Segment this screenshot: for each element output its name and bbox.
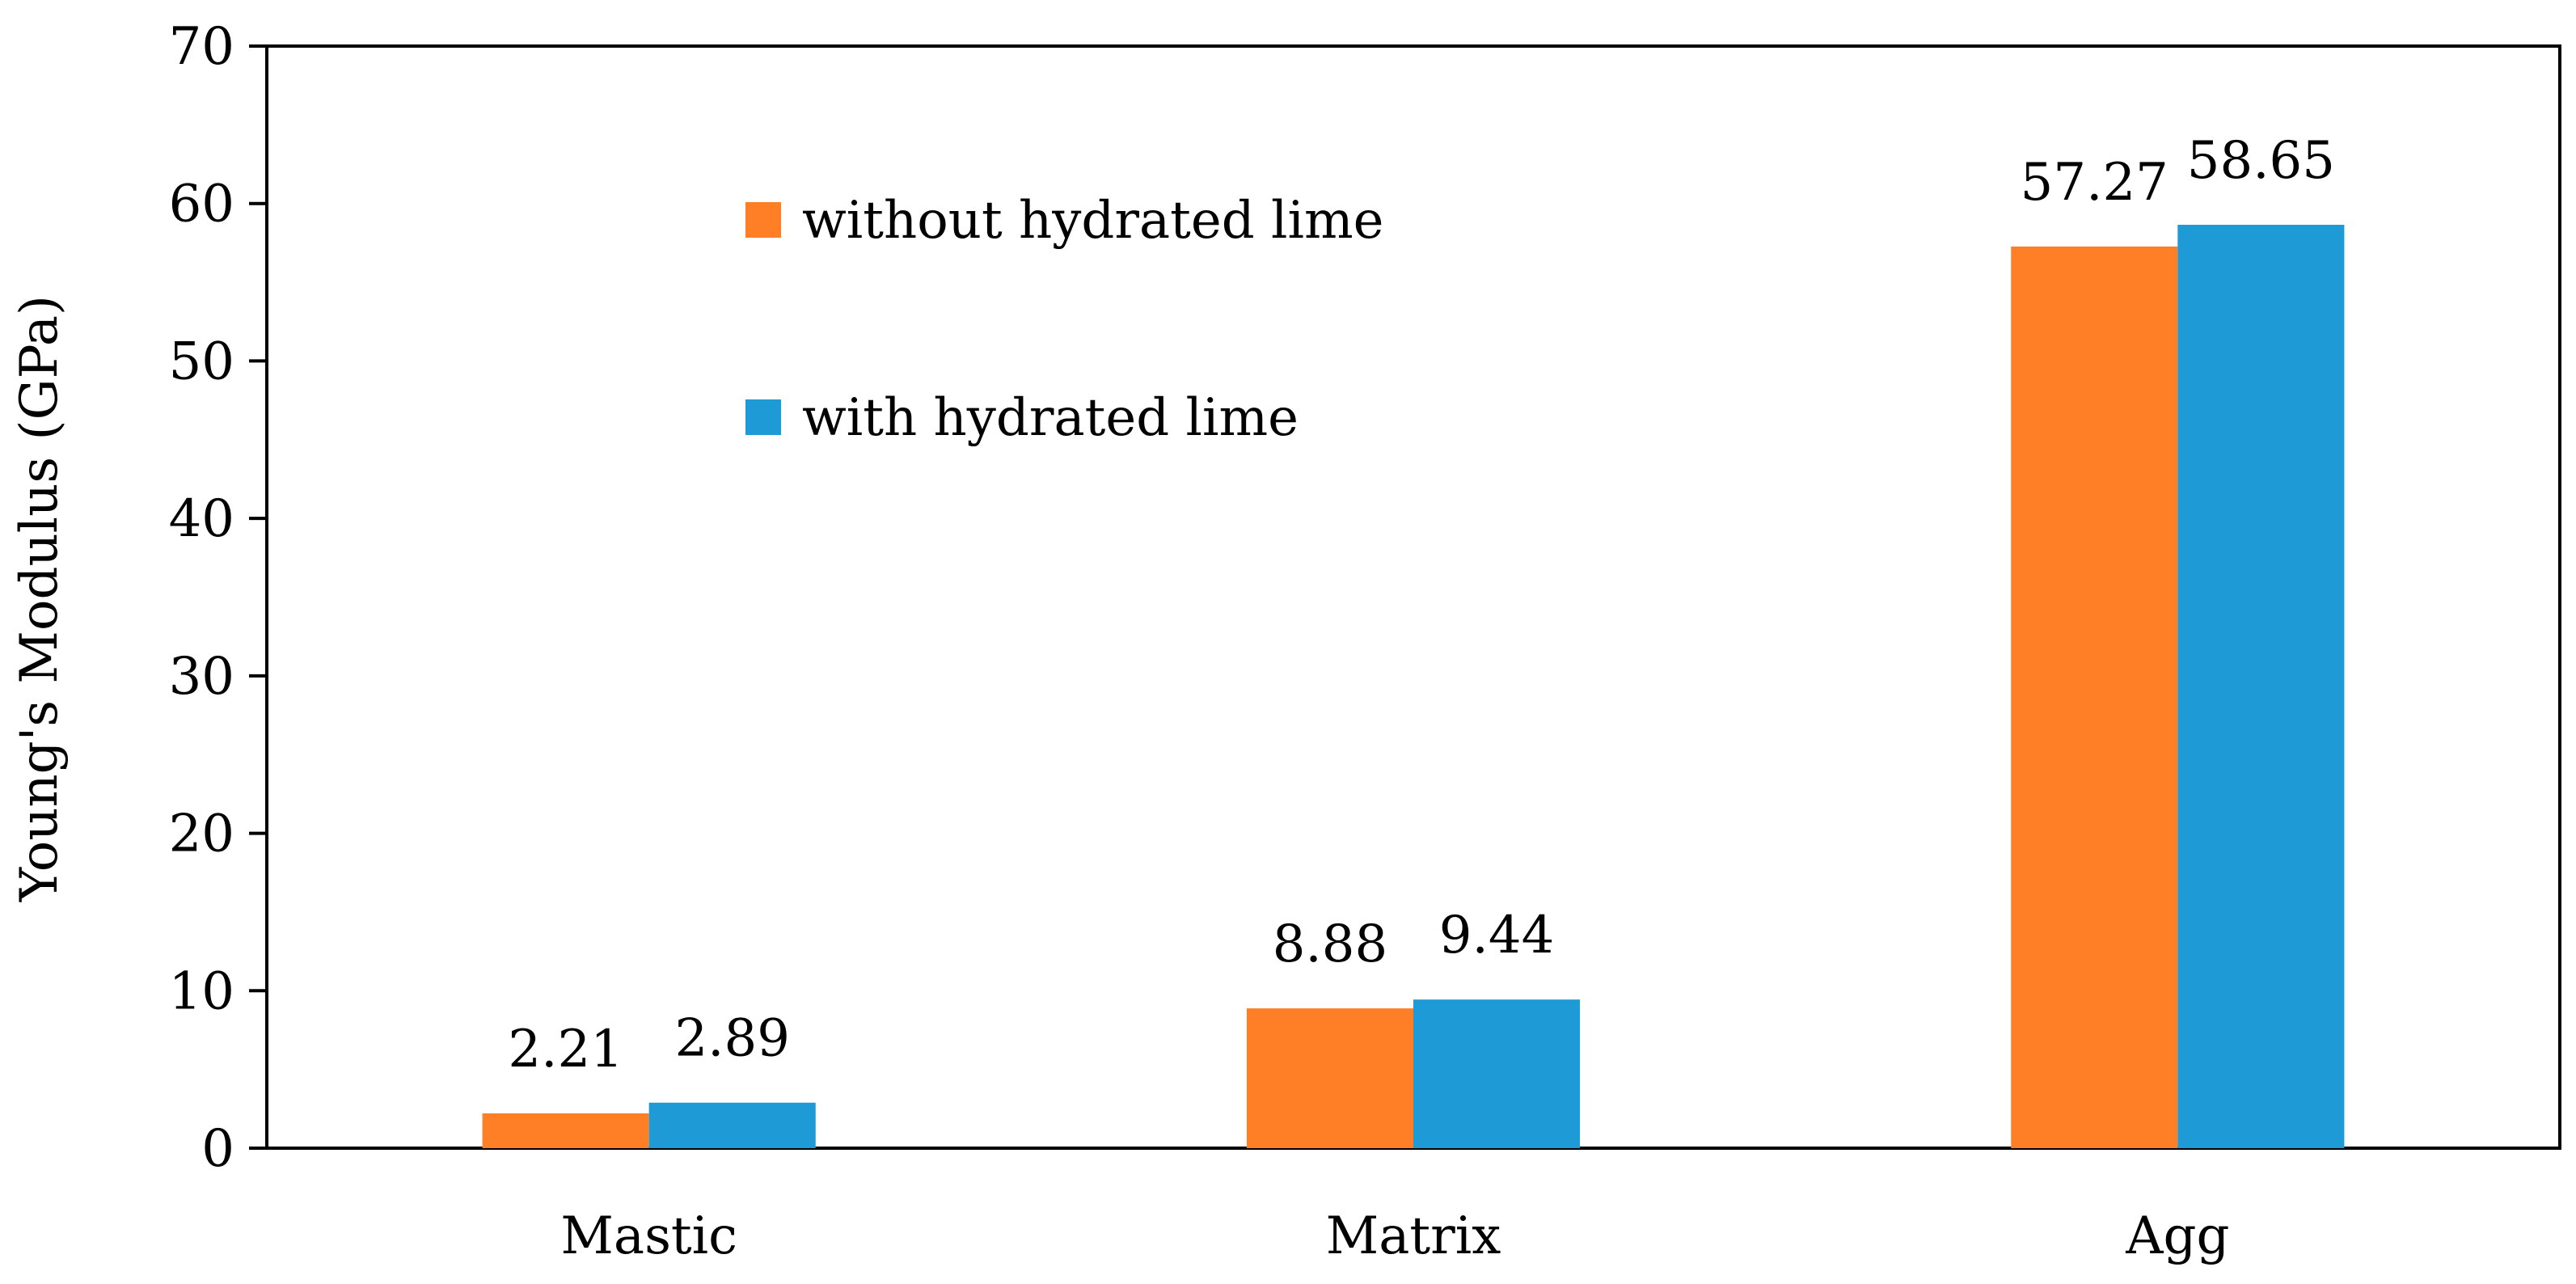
bar xyxy=(2011,246,2178,1148)
data-label: 58.65 xyxy=(2187,131,2335,191)
y-axis: 0 10 20 30 40 50 60 70 xyxy=(169,17,267,1179)
bar xyxy=(648,1102,816,1148)
y-axis-title: Young's Modulus (GPa) xyxy=(10,295,70,902)
y-tick-label: 30 xyxy=(169,647,234,707)
data-labels: 2.21 2.89 8.88 9.44 57.27 58.65 xyxy=(508,131,2335,1079)
legend-label: with hydrated lime xyxy=(802,388,1299,448)
y-tick-label: 60 xyxy=(169,175,234,234)
y-tick-label: 0 xyxy=(201,1119,234,1179)
y-tick-label: 20 xyxy=(169,805,234,864)
y-tick-label: 10 xyxy=(169,961,234,1021)
data-label: 57.27 xyxy=(2021,153,2168,213)
category-label: Agg xyxy=(2125,1206,2229,1266)
category-label: Mastic xyxy=(560,1206,737,1266)
y-tick-label: 40 xyxy=(169,489,234,549)
bar xyxy=(2177,225,2345,1148)
y-tick-label: 50 xyxy=(169,332,234,391)
legend-label: without hydrated lime xyxy=(802,191,1384,251)
bar xyxy=(482,1113,649,1148)
legend-swatch xyxy=(745,202,781,238)
category-label: Matrix xyxy=(1326,1206,1501,1266)
legend: without hydrated lime with hydrated lime xyxy=(745,191,1384,448)
data-label: 8.88 xyxy=(1273,914,1388,974)
data-label: 9.44 xyxy=(1439,906,1555,965)
data-label: 2.21 xyxy=(508,1020,623,1079)
bars xyxy=(482,225,2345,1148)
data-label: 2.89 xyxy=(674,1009,790,1069)
x-axis: Mastic Matrix Agg xyxy=(560,1206,2229,1266)
y-tick-label: 70 xyxy=(169,17,234,77)
bar xyxy=(1413,999,1581,1148)
bar xyxy=(1246,1008,1413,1148)
legend-swatch xyxy=(745,399,781,435)
